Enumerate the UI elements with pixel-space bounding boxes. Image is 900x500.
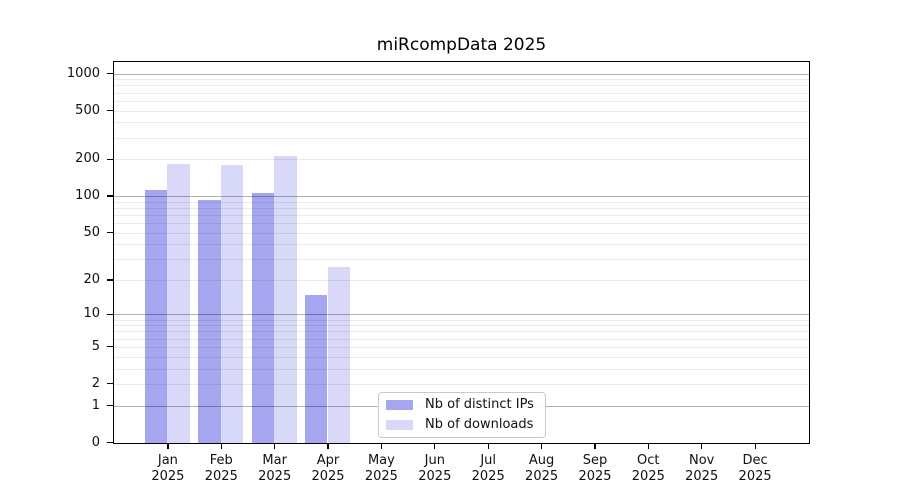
x-tick-mark (327, 442, 329, 449)
x-tick-label: Mar 2025 (258, 452, 292, 484)
y-tick-label: 200 (75, 151, 100, 167)
x-tick-mark (594, 442, 596, 449)
x-tick-label: Dec 2025 (738, 452, 772, 484)
x-tick-label: Jul 2025 (471, 452, 505, 484)
bar-nb-of-distinct-ips-mar (251, 193, 275, 443)
y-tick-mark (107, 313, 113, 315)
bars-layer (114, 62, 809, 443)
bar-nb-of-distinct-ips-jan (145, 190, 168, 443)
y-tick-label: 20 (83, 271, 100, 287)
y-tick-label: 500 (75, 102, 100, 118)
plot-area (113, 61, 810, 444)
y-tick-mark (107, 231, 113, 234)
y-tick-mark (107, 72, 113, 75)
x-tick-label: Nov 2025 (685, 452, 719, 484)
y-tick-label: 1 (91, 397, 100, 413)
x-tick-label: Apr 2025 (311, 452, 345, 484)
x-tick-label: May 2025 (364, 452, 398, 484)
y-tick-mark (107, 404, 113, 407)
y-tick-label: 0 (91, 434, 100, 450)
legend-item-downloads: Nb of downloads (386, 417, 537, 433)
x-tick-mark (220, 442, 222, 449)
x-tick-mark (274, 442, 276, 449)
x-tick-mark (487, 442, 489, 449)
legend: Nb of distinct IPs Nb of downloads (378, 392, 546, 438)
y-tick-mark (107, 195, 113, 197)
y-tick-label: 10 (83, 306, 100, 322)
x-tick-mark (434, 442, 436, 449)
bar-nb-of-downloads-jan (167, 163, 190, 443)
x-tick-label: Oct 2025 (631, 452, 665, 484)
x-tick-mark (167, 442, 169, 449)
y-tick-label: 100 (75, 188, 100, 203)
x-tick-mark (647, 442, 649, 449)
legend-swatch-distinct-ips-icon (386, 400, 413, 410)
legend-item-distinct-ips: Nb of distinct IPs (386, 397, 537, 413)
y-tick-label: 50 (83, 224, 100, 240)
y-tick-mark (107, 346, 113, 348)
legend-swatch-downloads-icon (386, 420, 413, 430)
chart-title: miRcompData 2025 (376, 35, 547, 55)
y-tick-mark (107, 383, 113, 385)
x-tick-label: Feb 2025 (204, 452, 238, 484)
bar-nb-of-distinct-ips-feb (198, 199, 221, 443)
bar-nb-of-downloads-feb (220, 165, 244, 443)
x-tick-label: Jan 2025 (151, 452, 185, 484)
x-tick-mark (701, 442, 703, 449)
y-tick-mark (107, 158, 113, 160)
y-tick-label: 1000 (66, 65, 100, 81)
y-tick-mark (107, 279, 113, 281)
y-tick-mark (107, 109, 113, 112)
x-tick-mark (754, 442, 756, 449)
x-axis: Jan 2025 Feb 2025 Mar 2025 Apr 2025 May 2025 Jun 20… (115, 442, 809, 499)
bar-nb-of-downloads-apr (327, 267, 350, 443)
y-tick-mark (107, 441, 113, 444)
bar-nb-of-downloads-mar (274, 156, 297, 443)
x-tick-label: Aug 2025 (525, 452, 559, 484)
legend-label-distinct-ips: Nb of distinct IPs (425, 397, 534, 412)
x-tick-mark (380, 442, 383, 449)
y-tick-label: 5 (91, 338, 100, 354)
y-axis: 0 1 2 5 10 20 50 100 200 500 1000 (0, 63, 113, 450)
x-tick-label: Sep 2025 (578, 452, 612, 484)
y-tick-label: 2 (91, 375, 100, 391)
x-tick-mark (541, 442, 543, 449)
legend-label-downloads: Nb of downloads (425, 417, 534, 432)
x-tick-label: Jun 2025 (418, 452, 452, 484)
bar-nb-of-distinct-ips-apr (305, 294, 328, 443)
